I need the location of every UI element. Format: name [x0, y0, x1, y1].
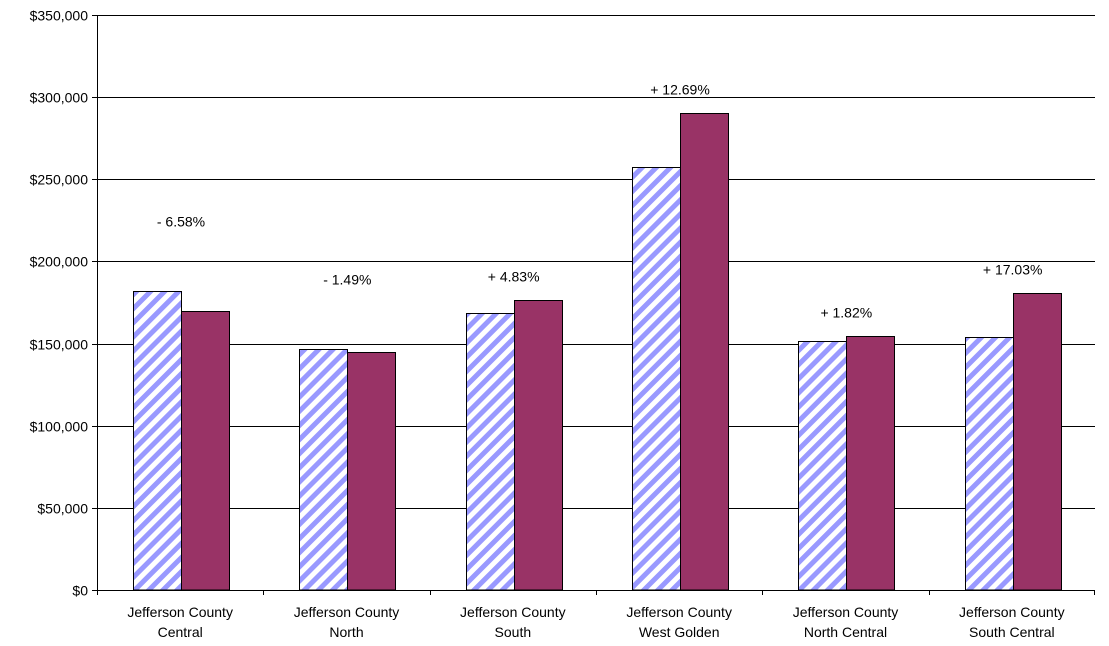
bar-series-2 — [347, 352, 396, 591]
y-tick-label: $250,000 — [30, 172, 89, 188]
percent-change-label: + 17.03% — [983, 262, 1043, 278]
bar-series-2 — [181, 311, 230, 591]
y-tick-label: $150,000 — [30, 337, 89, 353]
percent-change-label: - 6.58% — [157, 214, 205, 230]
bar-series-1 — [299, 349, 348, 591]
category-label: Jefferson County South — [460, 604, 566, 640]
category-label-line: Central — [158, 624, 203, 640]
category-label-line: North Central — [804, 624, 887, 640]
category-label-line: Jefferson County — [294, 604, 400, 620]
percent-change-label: + 12.69% — [650, 82, 710, 98]
bars — [133, 113, 1062, 591]
y-tick-label: $200,000 — [30, 254, 89, 270]
y-tick-label: $0 — [72, 583, 88, 599]
category-label-line: Jefferson County — [626, 604, 732, 620]
category-label: Jefferson County Central — [127, 604, 233, 640]
category-labels: Jefferson County Central Jefferson County N… — [127, 604, 1064, 640]
y-tick-label: $50,000 — [37, 501, 88, 517]
axes — [92, 15, 1095, 595]
bar-series-1 — [632, 167, 681, 591]
category-label-line: West Golden — [639, 624, 720, 640]
percent-change-label: + 4.83% — [488, 269, 540, 285]
bar-series-2 — [680, 113, 729, 591]
category-label: Jefferson County South Central — [959, 604, 1065, 640]
bar-series-2 — [1013, 293, 1062, 591]
bar-series-1 — [133, 291, 182, 591]
y-tick-labels: $0 $50,000 $100,000 $150,000 $200,000 $250,00… — [30, 8, 89, 599]
percent-change-label: + 1.82% — [820, 305, 872, 321]
category-label-line: Jefferson County — [793, 604, 899, 620]
bar-series-1 — [798, 341, 847, 591]
category-label-line: North — [329, 624, 363, 640]
category-label: Jefferson County North Central — [793, 604, 899, 640]
category-label-line: Jefferson County — [127, 604, 233, 620]
percent-change-label: - 1.49% — [323, 272, 371, 288]
bar-series-2 — [514, 300, 563, 591]
category-label-line: Jefferson County — [959, 604, 1065, 620]
y-tick-label: $300,000 — [30, 90, 89, 106]
category-label: Jefferson County North — [294, 604, 400, 640]
gridlines — [97, 15, 1095, 509]
category-label-line: Jefferson County — [460, 604, 566, 620]
bar-series-1 — [965, 337, 1014, 591]
category-label-line: South — [495, 624, 532, 640]
y-tick-label: $350,000 — [30, 8, 89, 24]
category-label: Jefferson County West Golden — [626, 604, 732, 640]
data-labels: - 6.58% - 1.49% + 4.83% + 12.69% + 1.82% + 17… — [157, 82, 1043, 321]
y-tick-label: $100,000 — [30, 419, 89, 435]
bar-series-2 — [846, 336, 895, 591]
category-label-line: South Central — [969, 624, 1055, 640]
bar-series-1 — [466, 313, 515, 591]
